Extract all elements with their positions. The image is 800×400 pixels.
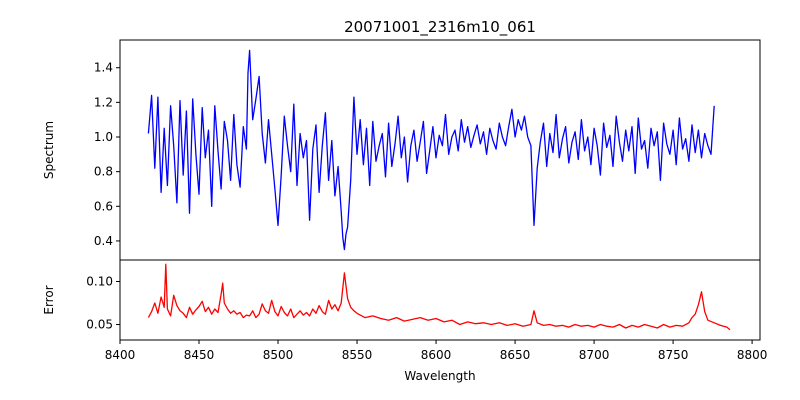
spectrum-y-tick-label: 1.2	[94, 95, 113, 109]
error-plot-frame	[119, 259, 761, 341]
spectrum-y-axis-label: Spectrum	[42, 121, 56, 179]
spectrum-y-tick-label: 1.4	[94, 61, 113, 75]
x-tick-label: 8650	[500, 348, 531, 362]
spectrum-panel: 0.4 0.6 0.8 1.0 1.2 1.4 Spectrum	[42, 39, 761, 261]
error-panel: 0.05 0.10 Error	[42, 259, 761, 341]
error-y-tick-label: 0.10	[86, 275, 113, 289]
spectrum-y-tick-label: 1.0	[94, 130, 113, 144]
spectrum-plot-frame	[119, 39, 761, 261]
x-axis: 8400 8450 8500 8550 8600 8650 8700 8750 8800	[105, 340, 768, 362]
x-axis-label: Wavelength	[404, 369, 475, 383]
spectrum-y-tick-label: 0.4	[94, 234, 113, 248]
x-tick-label: 8750	[658, 348, 689, 362]
spectrum-y-axis: 0.4 0.6 0.8 1.0 1.2 1.4	[94, 61, 120, 248]
error-y-axis: 0.05 0.10	[86, 275, 120, 332]
error-series-line	[147, 263, 731, 331]
x-tick-label: 8600	[421, 348, 452, 362]
x-tick-label: 8800	[737, 348, 768, 362]
x-tick-label: 8500	[263, 348, 294, 362]
x-tick-label: 8400	[105, 348, 136, 362]
error-y-tick-label: 0.05	[86, 318, 113, 332]
x-tick-label: 8700	[579, 348, 610, 362]
spectrum-series-line	[147, 49, 715, 251]
x-tick-label: 8450	[184, 348, 215, 362]
spectrum-y-tick-label: 0.6	[94, 199, 113, 213]
spectrum-y-tick-label: 0.8	[94, 165, 113, 179]
error-y-axis-label: Error	[42, 285, 56, 314]
x-tick-label: 8550	[342, 348, 373, 362]
chart-title: 20071001_2316m10_061	[344, 18, 536, 37]
